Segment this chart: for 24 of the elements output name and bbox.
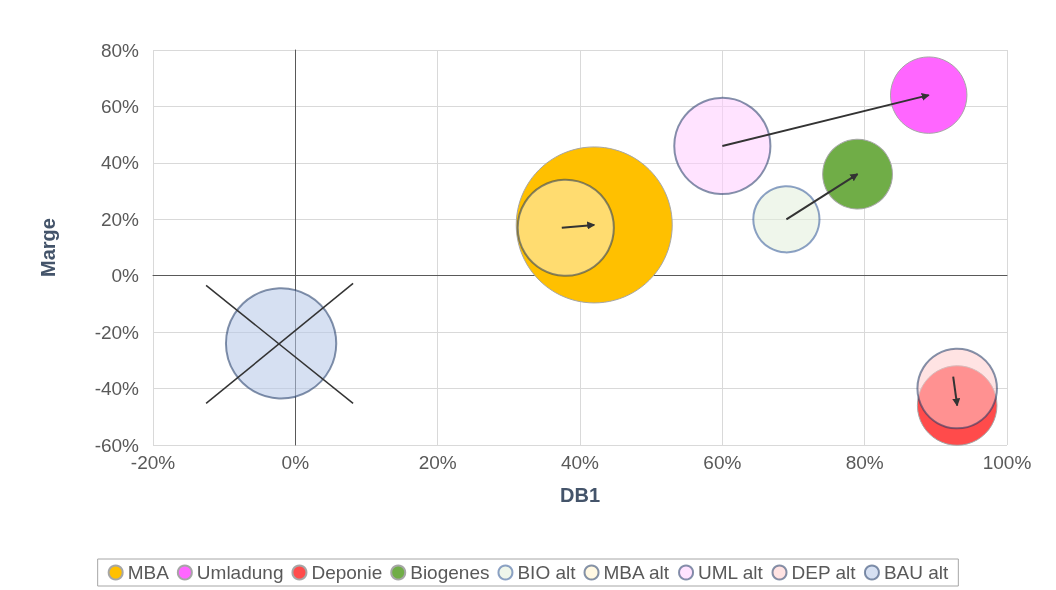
y-tick-label: -40% bbox=[94, 378, 140, 400]
y-tick-label: 0% bbox=[111, 265, 140, 287]
y-tick-label: 20% bbox=[100, 208, 140, 230]
y-tick-label: 60% bbox=[100, 95, 140, 117]
x-tick-label: 60% bbox=[703, 452, 742, 473]
x-axis-title: DB1 bbox=[559, 484, 601, 506]
x-tick-label: 20% bbox=[418, 452, 457, 473]
legend-label: Umladung bbox=[196, 562, 284, 583]
y-tick-label: -20% bbox=[94, 321, 140, 343]
legend-label: Deponie bbox=[311, 562, 383, 583]
legend-label: BAU alt bbox=[883, 562, 950, 583]
x-tick-label: 0% bbox=[281, 452, 310, 473]
legend-label: Biogenes bbox=[410, 562, 490, 583]
legend-label: MBA bbox=[127, 562, 170, 583]
x-tick-label: 100% bbox=[982, 452, 1032, 473]
legend-label: DEP alt bbox=[791, 562, 857, 583]
x-tick-label: 80% bbox=[845, 452, 884, 473]
legend-label: UML alt bbox=[698, 562, 764, 583]
legend-label: MBA alt bbox=[603, 562, 670, 583]
y-tick-label: 80% bbox=[100, 39, 140, 61]
y-tick-label: 40% bbox=[100, 152, 140, 174]
y-axis-title: Marge bbox=[37, 218, 59, 277]
x-tick-label: 40% bbox=[560, 452, 600, 473]
legend-label: BIO alt bbox=[517, 562, 577, 583]
